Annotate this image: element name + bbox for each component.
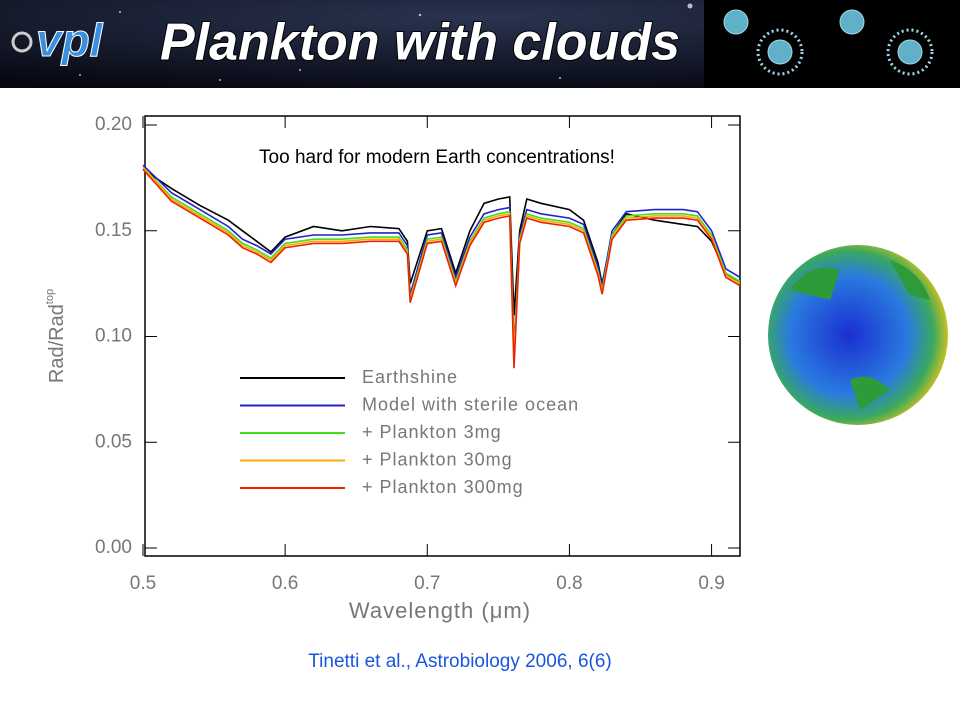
y-axis-label: Rad/Radtop bbox=[44, 289, 68, 383]
y-axis-label-main: Rad/Rad bbox=[46, 304, 68, 383]
logo-ring bbox=[11, 31, 33, 53]
slide-title: Plankton with clouds bbox=[160, 14, 680, 72]
plankton-icons bbox=[723, 9, 934, 76]
series-line bbox=[142, 166, 741, 358]
x-tick-label: 0.5 bbox=[130, 573, 156, 594]
series-line bbox=[142, 166, 741, 352]
y-tick-label: 0.10 bbox=[95, 326, 132, 347]
series-line bbox=[142, 168, 741, 316]
y-tick-label: 0.00 bbox=[95, 537, 132, 558]
annotation: Too hard for modern Earth concentrations… bbox=[259, 147, 615, 168]
x-tick-label: 0.7 bbox=[414, 573, 440, 594]
y-tick-label: 0.05 bbox=[95, 431, 132, 452]
y-axis-label-group: Rad/Radtop bbox=[44, 289, 68, 383]
y-tick-label: 0.15 bbox=[95, 220, 132, 241]
citation: Tinetti et al., Astrobiology 2006, 6(6) bbox=[308, 651, 611, 672]
x-axis-label: Wavelength (μm) bbox=[349, 598, 531, 623]
legend-label: Model with sterile ocean bbox=[362, 394, 579, 414]
x-tick-label: 0.8 bbox=[556, 573, 582, 594]
logo: vpl bbox=[36, 14, 104, 66]
stars bbox=[79, 3, 693, 81]
legend-label: + Plankton 30mg bbox=[362, 449, 513, 469]
x-tick-label: 0.6 bbox=[272, 573, 298, 594]
y-tick-label: 0.20 bbox=[95, 114, 132, 135]
continents bbox=[790, 260, 930, 410]
y-axis-label-sup: top bbox=[44, 289, 56, 304]
legend-label: Earthshine bbox=[362, 367, 458, 387]
legend-label: + Plankton 3mg bbox=[362, 422, 502, 442]
legend-label: + Plankton 300mg bbox=[362, 477, 524, 497]
series-line bbox=[142, 168, 741, 369]
series-line bbox=[142, 164, 741, 348]
x-tick-label: 0.9 bbox=[698, 573, 724, 594]
